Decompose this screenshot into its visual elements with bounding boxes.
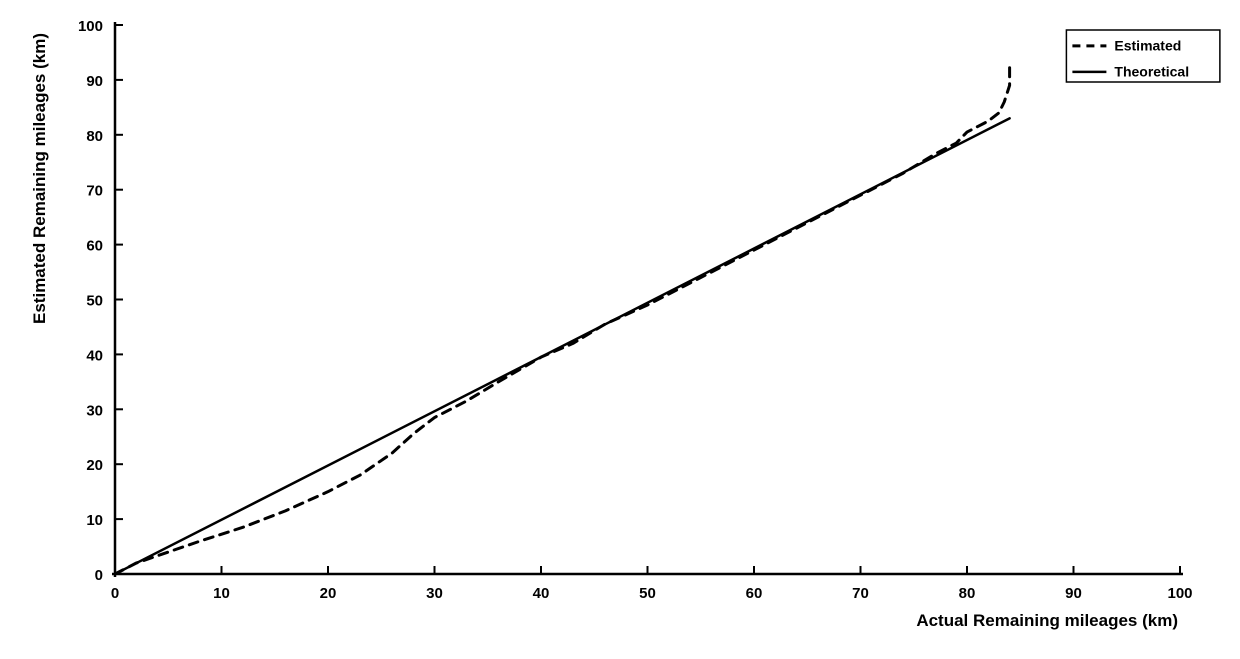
x-axis-label: Actual Remaining mileages (km): [916, 611, 1178, 630]
y-tick-label: 30: [86, 402, 103, 419]
legend-label: Estimated: [1114, 37, 1181, 53]
x-tick-label: 80: [959, 585, 976, 602]
x-tick-label: 90: [1065, 585, 1082, 602]
x-tick-label: 100: [1167, 585, 1192, 602]
y-tick-label: 40: [86, 347, 103, 364]
mileage-chart: 0 10 20 30 40 50 60 70 80 90 100 0 10 20 30 40 50 60 70 80 9…: [0, 0, 1240, 659]
x-tick-label: 60: [746, 585, 763, 602]
x-tick-label: 70: [852, 585, 869, 602]
y-tick-label: 20: [86, 457, 103, 474]
y-tick-label: 100: [78, 18, 103, 35]
x-tick-label: 20: [320, 585, 337, 602]
y-axis-label: Estimated Remaining mileages (km): [30, 33, 49, 324]
x-tick-label: 0: [111, 585, 119, 602]
y-tick-label: 10: [86, 512, 103, 529]
y-tick-label: 50: [86, 293, 103, 310]
legend-label: Theoretical: [1114, 63, 1189, 79]
x-tick-label: 40: [533, 585, 550, 602]
chart-container: 0 10 20 30 40 50 60 70 80 90 100 0 10 20 30 40 50 60 70 80 9…: [0, 0, 1240, 659]
plot-bg: [0, 0, 1240, 659]
y-tick-label: 80: [86, 128, 103, 145]
y-tick-label: 90: [86, 73, 103, 90]
y-tick-label: 70: [86, 183, 103, 200]
legend: Estimated Theoretical: [1066, 30, 1219, 82]
x-tick-label: 10: [213, 585, 230, 602]
y-tick-label: 60: [86, 238, 103, 255]
y-tick-label: 0: [95, 567, 103, 584]
x-tick-label: 50: [639, 585, 656, 602]
x-tick-label: 30: [426, 585, 443, 602]
